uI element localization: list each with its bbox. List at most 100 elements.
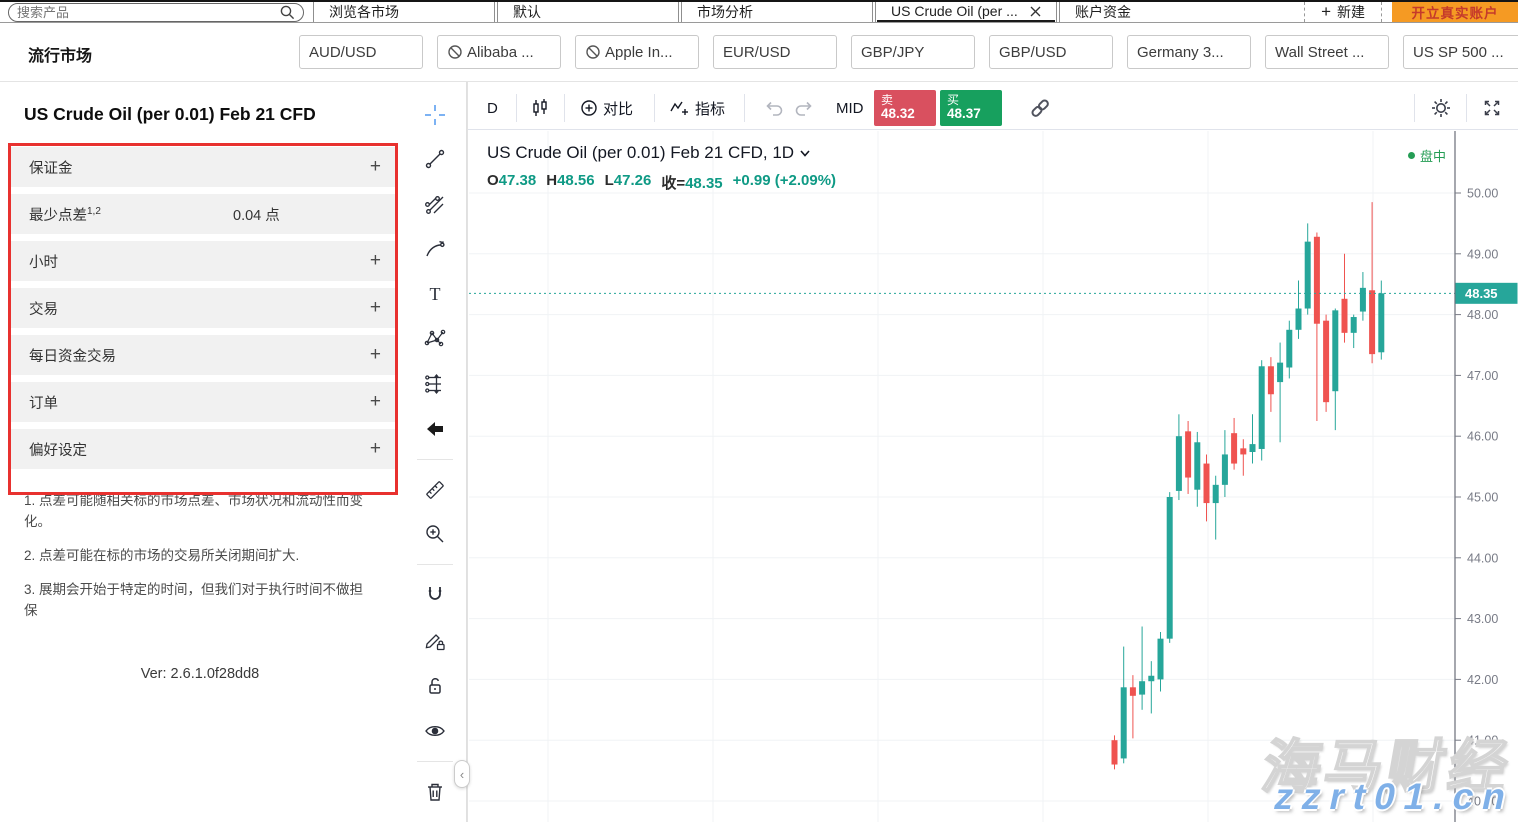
market-button-gbpusd[interactable]: GBP/USD [989, 35, 1113, 69]
market-buttons: AUD/USD Alibaba ... Apple In... EUR/USD … [299, 35, 1518, 69]
accordion-row-orders[interactable]: 订单 + [11, 382, 395, 422]
instrument-info-panel: US Crude Oil (per 0.01) Feb 21 CFD 保证金 +… [0, 82, 403, 822]
tab-separator [681, 2, 682, 22]
fib-gann-tools-icon[interactable] [423, 193, 447, 217]
expand-icon: + [369, 297, 381, 318]
open-live-account-button[interactable]: 开立真实账户 [1392, 2, 1518, 22]
search-area [0, 2, 312, 22]
crosshair-icon[interactable] [423, 103, 447, 127]
chart-region: D 对比 指标 MID 卖 [467, 82, 1518, 822]
market-label: Alibaba ... [467, 43, 534, 61]
text-tool-icon[interactable]: T [423, 282, 447, 306]
chart-legend-title[interactable]: US Crude Oil (per 0.01) Feb 21 CFD, 1D [487, 143, 810, 163]
fullscreen-button[interactable] [1482, 86, 1502, 130]
footnote-1: 1. 点差可能随相关标的市场点差、市场状况和流动性而变化。 [24, 493, 364, 529]
link-button[interactable] [1028, 86, 1052, 130]
prohibited-icon [586, 45, 600, 59]
svg-text:40.00: 40.00 [1467, 795, 1498, 809]
new-tab-button[interactable]: + 新建 [1304, 2, 1382, 22]
long-position-icon[interactable] [423, 372, 447, 396]
svg-text:42.00: 42.00 [1467, 673, 1498, 687]
market-button-apple[interactable]: Apple In... [575, 35, 699, 69]
top-tab-bar: 浏览各市场 默认 市场分析 US Crude Oil (per ... 账户资金… [0, 0, 1518, 23]
plus-icon: + [1321, 2, 1331, 21]
low-value: 47.26 [613, 172, 652, 189]
xabcd-pattern-icon[interactable] [423, 327, 447, 351]
market-button-alibaba[interactable]: Alibaba ... [437, 35, 561, 69]
tab-account-funds[interactable]: 账户资金 [1075, 4, 1131, 20]
search-box[interactable] [8, 3, 304, 22]
zoom-in-icon[interactable] [423, 522, 447, 546]
chart-type-button[interactable] [530, 86, 550, 130]
ruler-icon[interactable] [423, 478, 447, 502]
lock-open-icon[interactable] [423, 674, 447, 698]
indicators-button[interactable]: 指标 [670, 86, 725, 130]
collapse-panel-button[interactable]: ‹ [454, 760, 470, 788]
market-button-wallstreet[interactable]: Wall Street ... [1265, 35, 1389, 69]
accordion-row-margin[interactable]: 保证金 + [11, 147, 395, 187]
indicators-icon [670, 101, 688, 115]
compare-button[interactable]: 对比 [580, 86, 633, 130]
accordion-row-daily-funding[interactable]: 每日资金交易 + [11, 335, 395, 375]
svg-text:47.00: 47.00 [1467, 369, 1498, 383]
new-tab-label: 新建 [1337, 4, 1365, 20]
drawing-edit-lock-icon[interactable] [423, 628, 447, 652]
interval-button[interactable]: D [487, 99, 498, 117]
instrument-title: US Crude Oil (per 0.01) Feb 21 CFD [24, 104, 316, 124]
market-button-germany30[interactable]: Germany 3... [1127, 35, 1251, 69]
close-tab-icon[interactable] [1030, 6, 1041, 17]
close-value: 48.35 [685, 175, 723, 192]
eye-icon[interactable] [423, 719, 447, 743]
tab-separator [875, 2, 876, 22]
undo-icon [766, 101, 783, 116]
tab-default[interactable]: 默认 [513, 4, 541, 20]
redo-button[interactable] [794, 86, 814, 130]
svg-text:44.00: 44.00 [1467, 551, 1498, 565]
buy-price: 48.37 [947, 106, 981, 121]
magnet-icon[interactable] [423, 583, 447, 607]
trend-line-icon[interactable] [423, 147, 447, 171]
drawing-toolbar: T [403, 82, 470, 822]
tab-market-analysis[interactable]: 市场分析 [697, 4, 753, 20]
toolbar-separator [1466, 94, 1467, 122]
sell-button[interactable]: 卖 48.32 [874, 90, 936, 126]
buy-label: 买 [947, 93, 960, 107]
market-button-ussp500[interactable]: US SP 500 ... [1403, 35, 1518, 69]
svg-text:41.00: 41.00 [1467, 734, 1498, 748]
compare-icon [581, 100, 597, 116]
tab-us-crude-oil[interactable]: US Crude Oil (per ... [877, 2, 1055, 22]
market-button-eurusd[interactable]: EUR/USD [713, 35, 837, 69]
accordion-row-trading[interactable]: 交易 + [11, 288, 395, 328]
svg-text:49.00: 49.00 [1467, 247, 1498, 261]
chart-canvas[interactable]: 50.00 49.00 48.00 47.00 46.00 45.00 44.00 43.00… [468, 131, 1518, 822]
tab-separator [494, 2, 495, 22]
trash-icon[interactable] [423, 780, 447, 804]
tab-separator [1059, 2, 1060, 22]
accordion-row-hours[interactable]: 小时 + [11, 241, 395, 281]
tab-browse-markets[interactable]: 浏览各市场 [329, 4, 399, 20]
expand-icon: + [369, 250, 381, 271]
toolbar-separator [564, 94, 565, 122]
gear-icon [1432, 99, 1450, 117]
market-button-audusd[interactable]: AUD/USD [299, 35, 423, 69]
status-label: 盘中 [1419, 149, 1446, 164]
settings-button[interactable] [1430, 86, 1452, 130]
buy-button[interactable]: 买 48.37 [940, 90, 1002, 126]
svg-text:48.35: 48.35 [1465, 286, 1498, 301]
market-label: US SP 500 ... [1413, 43, 1504, 61]
market-button-gbpjpy[interactable]: GBP/JPY [851, 35, 975, 69]
undo-button[interactable] [764, 86, 784, 130]
mid-label[interactable]: MID [836, 99, 864, 117]
toolbar-separator [654, 94, 655, 122]
fullscreen-icon [1484, 100, 1500, 116]
row-label: 小时 [29, 254, 58, 271]
tab-separator [678, 2, 679, 22]
market-label: AUD/USD [309, 43, 377, 61]
brush-icon[interactable] [423, 238, 447, 262]
toolbar-separator [1414, 94, 1415, 122]
row-label: 订单 [29, 395, 58, 412]
arrow-tool-icon[interactable] [423, 417, 447, 441]
search-input[interactable] [17, 5, 280, 20]
expand-icon: + [369, 438, 381, 459]
accordion-row-preferences[interactable]: 偏好设定 + [11, 429, 395, 469]
